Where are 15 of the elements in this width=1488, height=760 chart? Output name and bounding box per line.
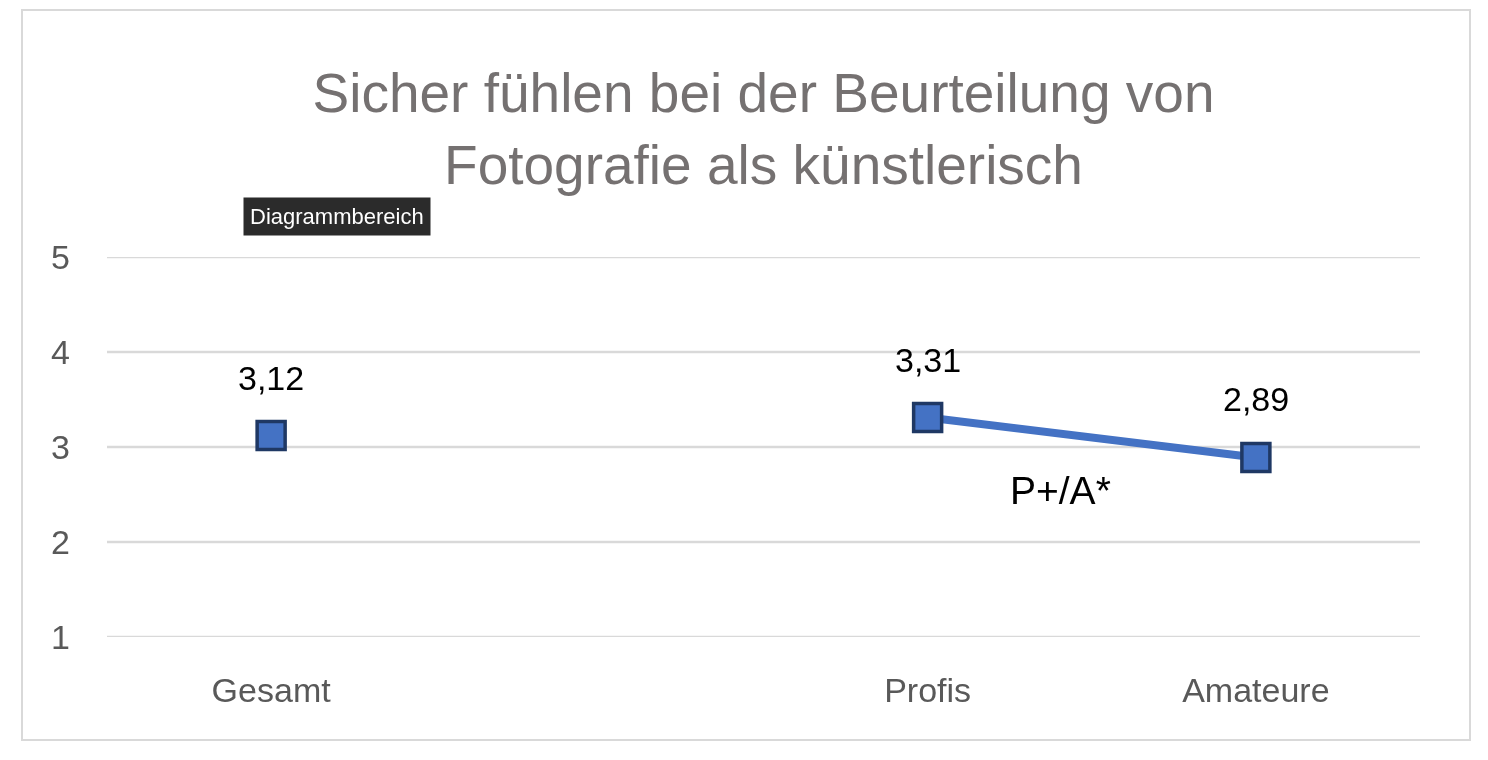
data-label: 2,89 bbox=[1223, 380, 1290, 418]
x-tick-label: Profis bbox=[884, 671, 972, 709]
x-tick-label: Gesamt bbox=[211, 671, 332, 709]
data-label: 3,12 bbox=[238, 359, 305, 397]
y-tick-label: 5 bbox=[51, 237, 70, 276]
data-label: 3,31 bbox=[895, 341, 962, 379]
text: Diagrammbereich bbox=[250, 204, 424, 229]
y-tick-label: 1 bbox=[51, 617, 70, 656]
x-tick-label: Amateure bbox=[1182, 671, 1330, 709]
y-tick-label: 2 bbox=[51, 522, 70, 561]
point bbox=[255, 419, 287, 452]
y-tick-label: 3 bbox=[51, 427, 70, 466]
y-tick-label: 4 bbox=[51, 332, 70, 371]
annotation: P+/A* bbox=[1010, 469, 1111, 512]
chart-title: Sicher fühlen bei der Beurteilung von Fotografie als künstlerisch bbox=[312, 62, 1215, 196]
